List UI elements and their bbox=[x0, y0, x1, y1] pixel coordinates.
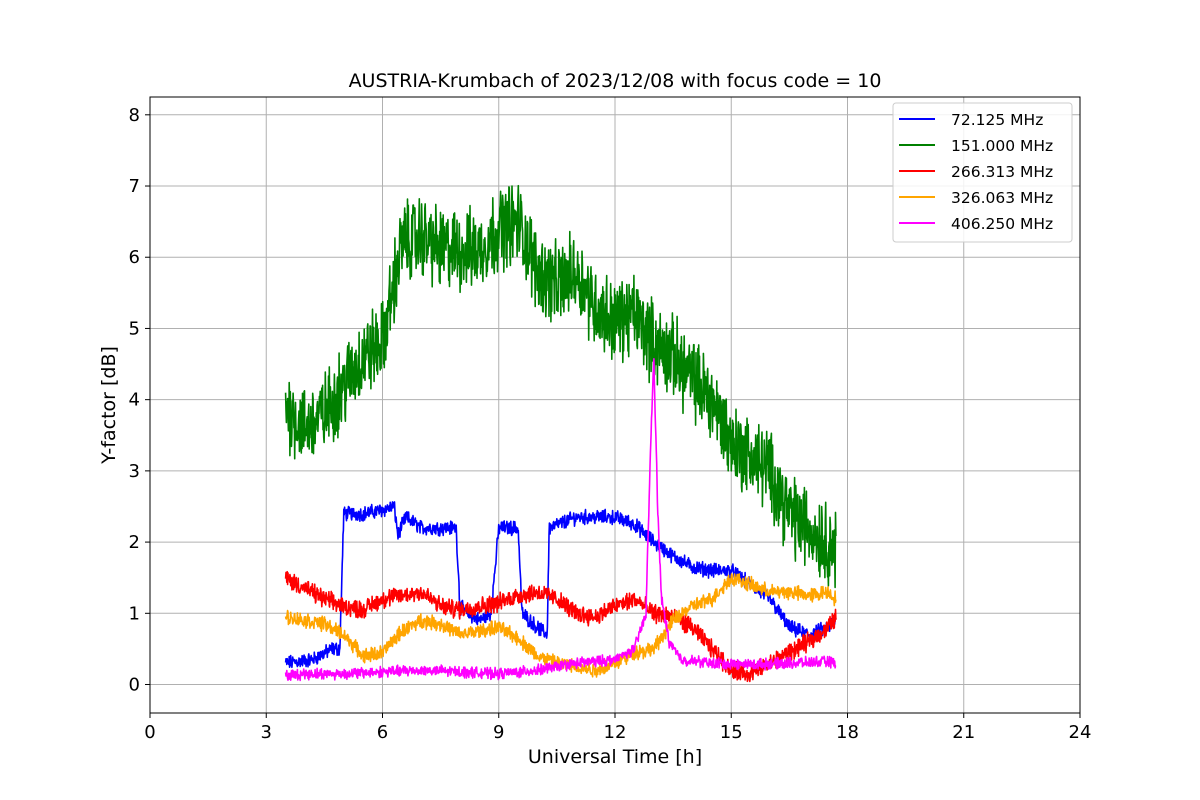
series-line-0 bbox=[284, 501, 837, 669]
y-tick-label: 3 bbox=[129, 461, 140, 482]
x-axis-label: Universal Time [h] bbox=[528, 746, 702, 768]
x-tick-label: 12 bbox=[604, 722, 627, 743]
series-line-1 bbox=[284, 184, 837, 589]
x-tick-label: 15 bbox=[720, 722, 743, 743]
x-tick-label: 21 bbox=[952, 722, 975, 743]
legend-label: 72.125 MHz bbox=[951, 111, 1043, 129]
x-tick-label: 18 bbox=[836, 722, 859, 743]
y-tick-label: 4 bbox=[129, 390, 140, 411]
x-tick-label: 0 bbox=[144, 722, 155, 743]
legend-label: 326.063 MHz bbox=[951, 189, 1053, 207]
chart-title: AUSTRIA-Krumbach of 2023/12/08 with focu… bbox=[349, 70, 882, 92]
y-tick-label: 6 bbox=[129, 247, 140, 268]
legend-label: 266.313 MHz bbox=[951, 163, 1053, 181]
x-tick-label: 9 bbox=[493, 722, 504, 743]
series-line-2 bbox=[284, 570, 837, 683]
y-tick-label: 2 bbox=[129, 532, 140, 553]
y-tick-label: 1 bbox=[129, 603, 140, 624]
series-line-4 bbox=[284, 358, 837, 682]
y-tick-label: 5 bbox=[129, 318, 140, 339]
legend-box bbox=[892, 102, 1073, 243]
legend: 72.125 MHz 151.000 MHz 266.313 MHz 326.063 … bbox=[892, 102, 1073, 243]
y-tick-label: 7 bbox=[129, 176, 140, 197]
y-tick-label: 8 bbox=[129, 105, 140, 126]
x-tick-label: 3 bbox=[261, 722, 272, 743]
y-axis-label: Y-factor [dB] bbox=[98, 346, 120, 465]
legend-label: 406.250 MHz bbox=[951, 215, 1053, 233]
x-tick-label: 24 bbox=[1069, 722, 1092, 743]
series-group bbox=[284, 184, 837, 683]
x-tick-label: 6 bbox=[377, 722, 388, 743]
legend-label: 151.000 MHz bbox=[951, 137, 1053, 155]
y-tick-label: 0 bbox=[129, 675, 140, 696]
